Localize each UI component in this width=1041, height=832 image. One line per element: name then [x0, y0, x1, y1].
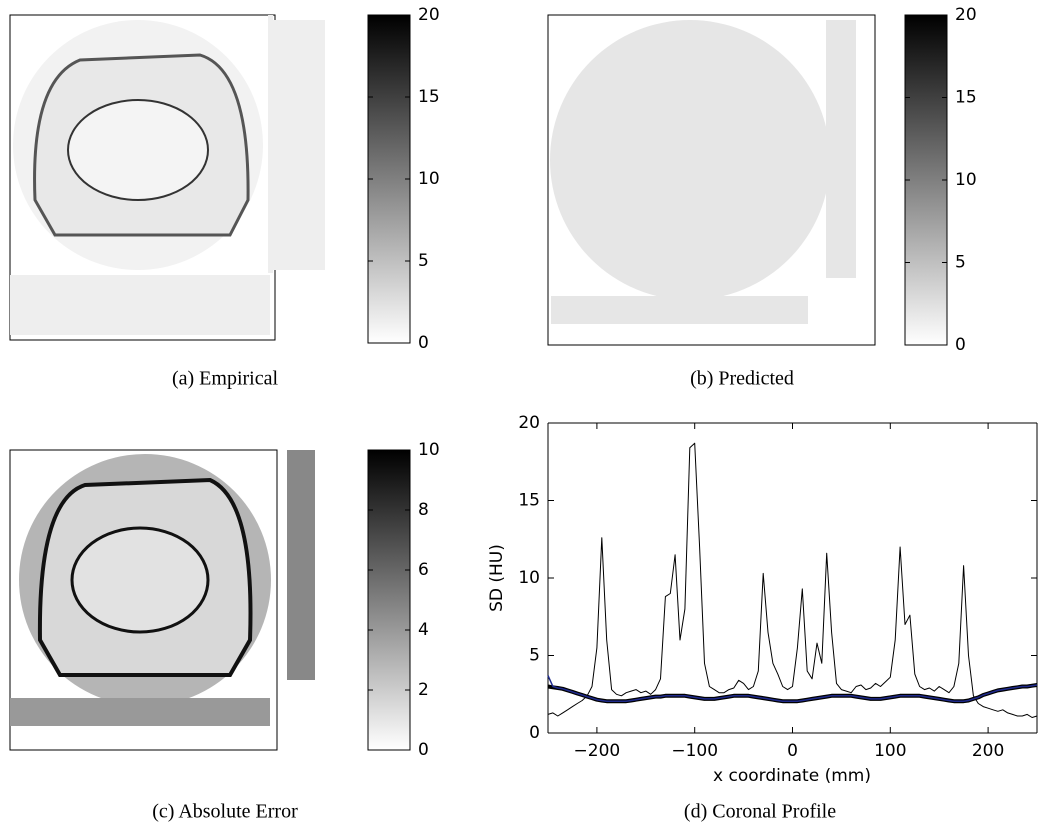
- x-tick-label: 0: [787, 741, 798, 761]
- x-tick-label: 100: [874, 741, 906, 761]
- x-axis-label: x coordinate (mm): [713, 766, 871, 786]
- colorbar-tick-label: 10: [955, 170, 977, 190]
- colorbar-tick-label: 15: [418, 87, 440, 107]
- y-tick-label: 5: [529, 646, 540, 666]
- colorbar-tick-label: 2: [418, 680, 429, 700]
- x-tick-label: 200: [972, 741, 1004, 761]
- colorbar-tick-label: 0: [955, 335, 966, 355]
- line: [547, 675, 1038, 702]
- colorbar-tick-label: 5: [418, 251, 429, 271]
- caption: (c) Absolute Error: [152, 801, 298, 823]
- colorbar: [904, 14, 948, 346]
- y-axis-label: SD (HU): [487, 544, 507, 612]
- colorbar-tick-label: 0: [418, 740, 429, 760]
- colorbar-tick-label: 20: [955, 5, 977, 25]
- y-tick-label: 10: [518, 568, 540, 588]
- colorbar-tick-label: 10: [418, 440, 440, 460]
- y-tick-label: 15: [518, 491, 540, 511]
- colorbar-tick-label: 15: [955, 88, 977, 108]
- image-error: [9, 449, 315, 751]
- colorbar: [367, 449, 411, 751]
- caption: (b) Predicted: [690, 368, 794, 390]
- colorbar-tick-label: 8: [418, 500, 429, 520]
- colorbar-tick-label: 6: [418, 560, 429, 580]
- caption: (d) Coronal Profile: [684, 801, 836, 823]
- colorbar-tick-label: 10: [418, 169, 440, 189]
- y-tick-label: 20: [518, 413, 540, 433]
- image-predicted: [547, 14, 876, 346]
- colorbar: [367, 14, 411, 344]
- y-tick-label: 0: [529, 723, 540, 743]
- x-tick-label: −100: [671, 741, 718, 761]
- colorbar-tick-label: 20: [418, 5, 440, 25]
- line: [547, 442, 1038, 718]
- line: [547, 683, 1038, 704]
- colorbar-tick-label: 0: [418, 333, 429, 353]
- colorbar-tick-label: 5: [955, 253, 966, 273]
- image-empirical: [9, 14, 325, 341]
- colorbar-tick-label: 4: [418, 620, 429, 640]
- caption: (a) Empirical: [172, 368, 278, 390]
- x-tick-label: −200: [574, 741, 621, 761]
